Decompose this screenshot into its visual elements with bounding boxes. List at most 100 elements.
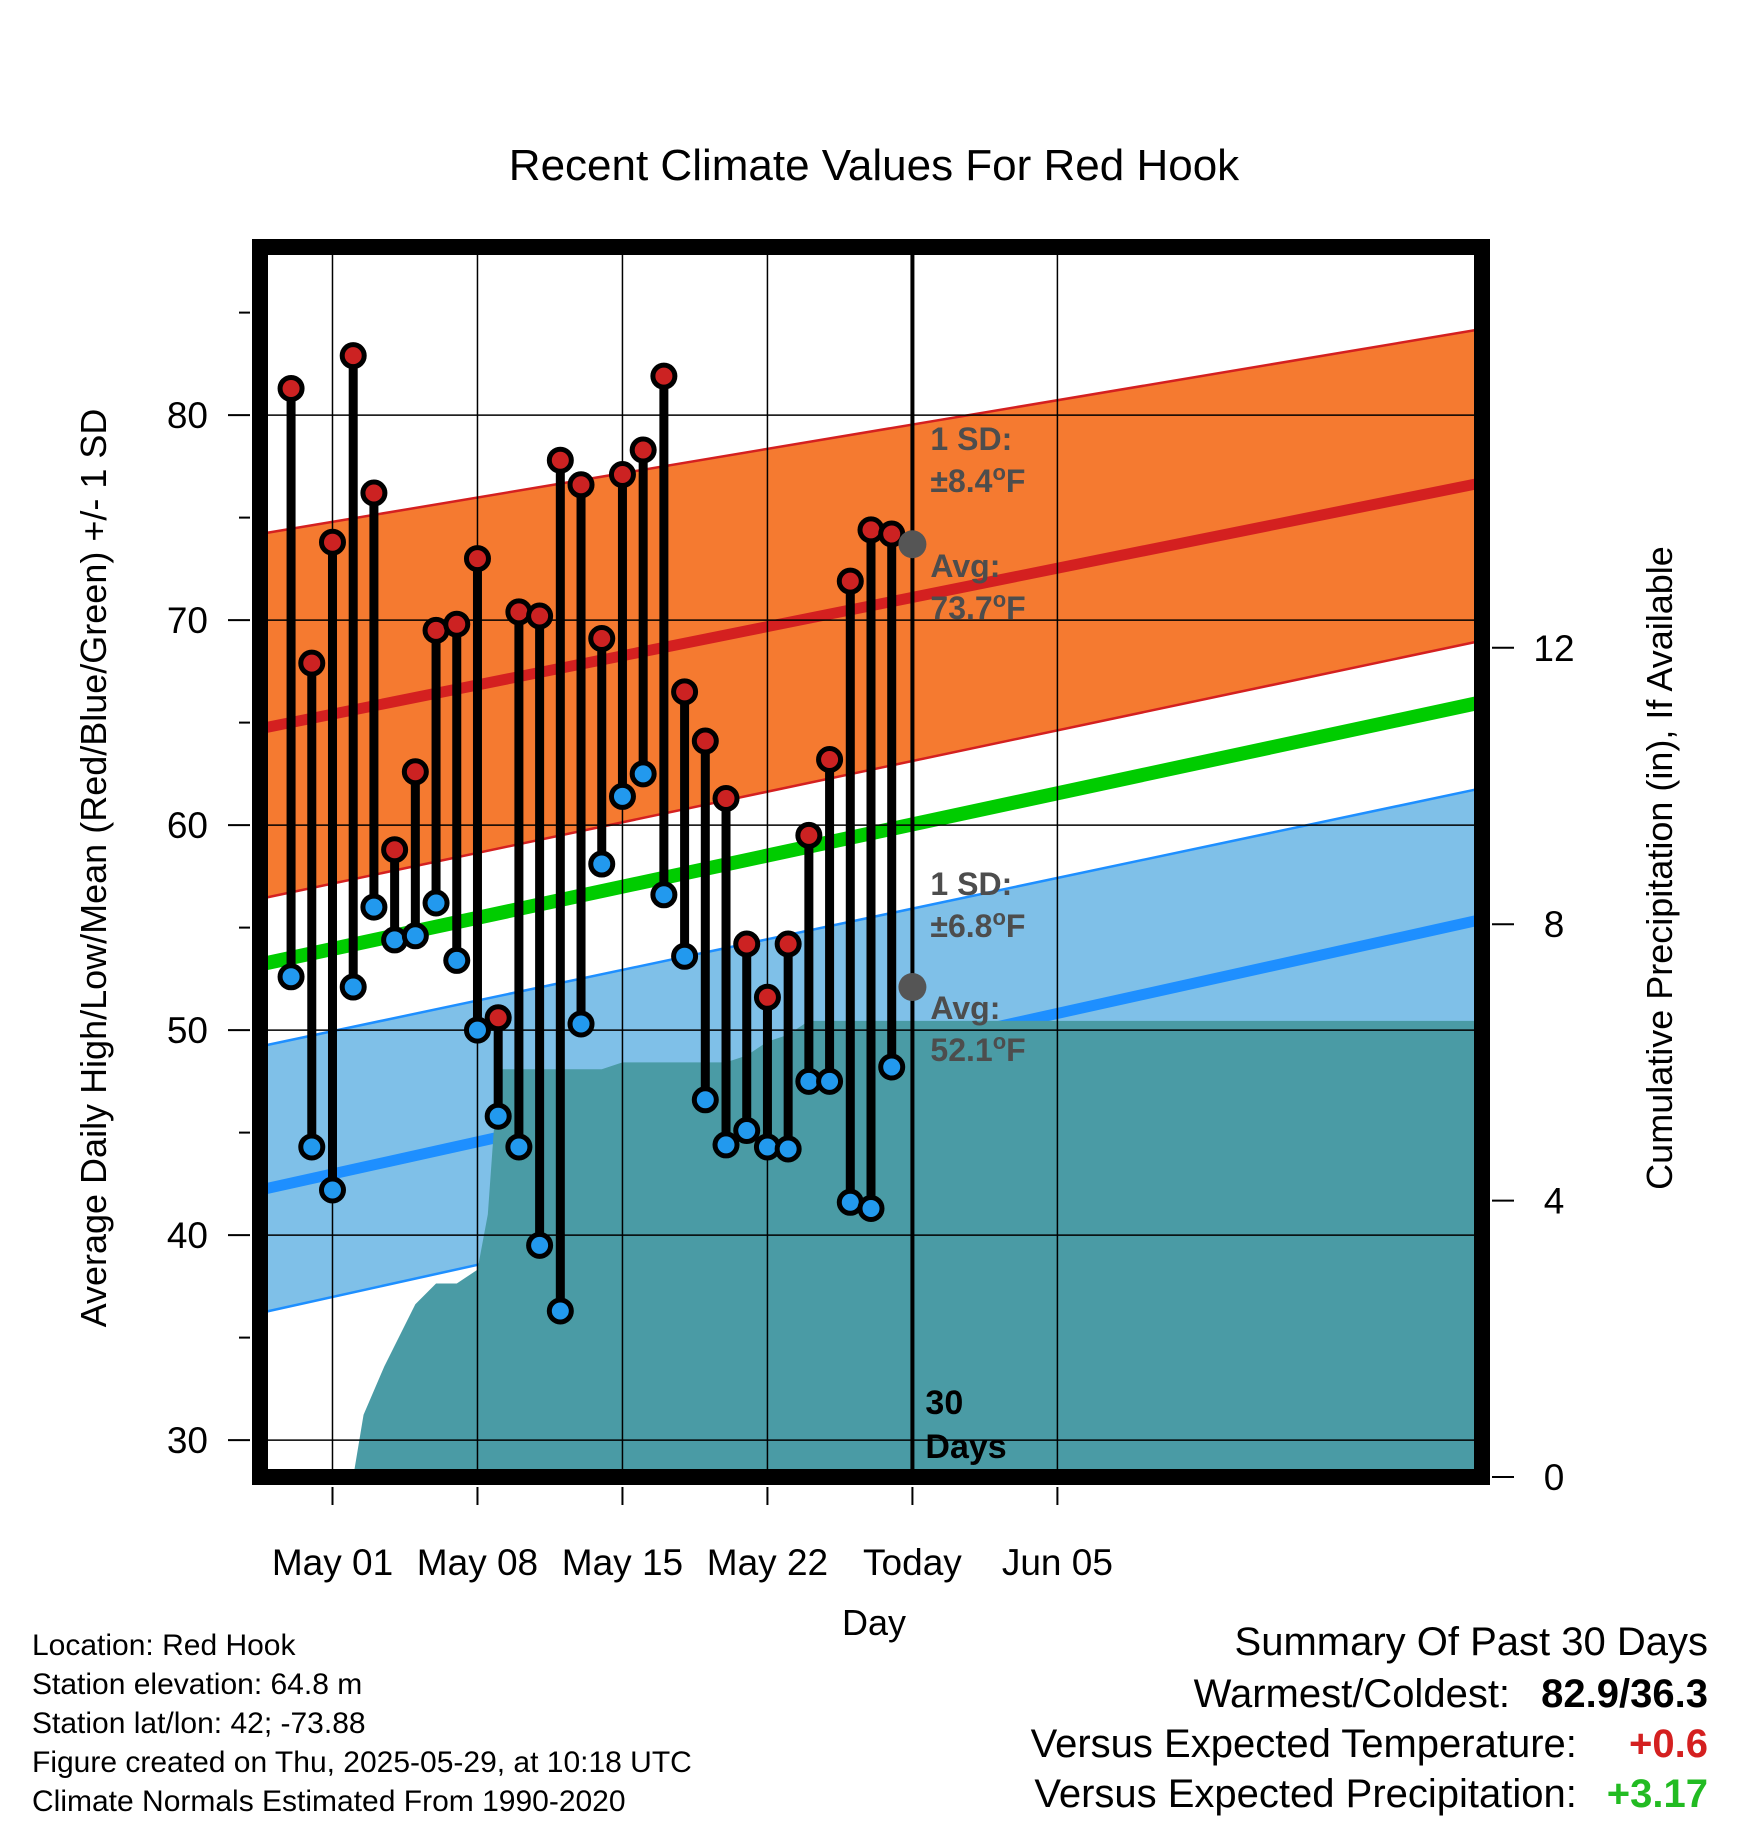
y-tick-label: 50	[167, 1010, 208, 1051]
y2-axis-title: Cumulative Precipitation (in), If Availa…	[1639, 546, 1680, 1190]
created-text: Figure created on Thu, 2025-05-29, at 10…	[32, 1746, 692, 1779]
high-avg-label: Avg:	[930, 548, 1000, 584]
precip-anomaly-row: Versus Expected Precipitation: +3.17	[1034, 1772, 1708, 1817]
daily-low-point	[588, 850, 616, 878]
daily-low-point	[733, 1117, 761, 1145]
daily-low-point	[712, 1131, 740, 1159]
y-axis-title: Average Daily High/Low/Mean (Red/Blue/Gr…	[73, 409, 114, 1328]
daily-high-point	[505, 598, 533, 626]
daily-high-point	[671, 678, 699, 706]
daily-low-point	[671, 942, 699, 970]
daily-low-point	[816, 1067, 844, 1095]
daily-high-point	[878, 520, 906, 548]
daily-high-point	[277, 374, 305, 402]
elevation-text: Station elevation: 64.8 m	[32, 1668, 363, 1701]
daily-high-point	[712, 784, 740, 812]
daily-low-point	[608, 782, 636, 810]
x-tick-label: May 15	[562, 1542, 683, 1583]
daily-low-point	[298, 1133, 326, 1161]
daily-low-point	[401, 922, 429, 950]
x-tick-label: May 08	[417, 1542, 538, 1583]
x-tick-label: Today	[863, 1542, 962, 1583]
daily-high-point	[298, 649, 326, 677]
y-tick-label: 60	[167, 805, 208, 846]
daily-low-point	[567, 1010, 595, 1038]
low-avg-label: Avg:	[930, 990, 1000, 1026]
daily-low-point	[505, 1133, 533, 1161]
today-high-avg-marker	[898, 530, 927, 559]
today-low-avg-marker	[898, 973, 927, 1002]
daily-low-point	[463, 1016, 491, 1044]
daily-low-point	[650, 881, 678, 909]
high-sd-value: ±8.4oF	[930, 460, 1025, 499]
daily-high-point	[733, 930, 761, 958]
daily-low-point	[318, 1176, 346, 1204]
daily-high-point	[381, 836, 409, 864]
y-tick-label: 40	[167, 1215, 208, 1256]
high-avg-value: 73.7oF	[930, 587, 1025, 626]
summary-heading: Summary Of Past 30 Days	[1234, 1620, 1708, 1664]
daily-high-point	[463, 545, 491, 573]
daily-low-point	[857, 1194, 885, 1222]
latlon-text: Station lat/lon: 42; -73.88	[32, 1707, 366, 1740]
daily-low-point	[381, 926, 409, 954]
precip-anomaly-label: Versus Expected Precipitation:	[1034, 1772, 1577, 1816]
daily-high-point	[484, 1004, 512, 1032]
daily-high-point	[401, 758, 429, 786]
x-axis-title: Day	[842, 1602, 906, 1643]
daily-high-point	[836, 567, 864, 595]
y-tick-label: 80	[167, 395, 208, 436]
high-sd-label: 1 SD:	[930, 421, 1012, 457]
warm-cold-label: Warmest/Coldest:	[1193, 1672, 1511, 1716]
low-sd-value: ±6.8oF	[930, 905, 1025, 944]
daily-high-point	[857, 516, 885, 544]
daily-low-point	[878, 1053, 906, 1081]
x-tick-label: Jun 05	[1002, 1542, 1113, 1583]
today-days-label: Days	[925, 1428, 1006, 1466]
daily-high-point	[629, 436, 657, 464]
normals-period-text: Climate Normals Estimated From 1990-2020	[32, 1785, 626, 1818]
warm-cold-value: 82.9/36.3	[1541, 1672, 1708, 1716]
daily-high-point	[608, 461, 636, 489]
daily-high-point	[753, 983, 781, 1011]
daily-high-point	[774, 930, 802, 958]
daily-low-point	[422, 889, 450, 917]
daily-low-point	[546, 1297, 574, 1325]
y-tick-label: 30	[167, 1420, 208, 1461]
daily-low-point	[443, 946, 471, 974]
daily-high-point	[443, 610, 471, 638]
precip-area	[260, 1020, 1482, 1477]
location-text: Location: Red Hook	[32, 1629, 296, 1662]
today-days-count: 30	[925, 1384, 963, 1422]
temp-anomaly-label: Versus Expected Temperature:	[1030, 1722, 1577, 1766]
low-avg-value: 52.1oF	[930, 1029, 1025, 1068]
chart-title: Recent Climate Values For Red Hook	[509, 141, 1240, 190]
y2-tick-label: 12	[1533, 628, 1574, 669]
plot-frame	[252, 239, 1490, 1485]
daily-high-point	[526, 602, 554, 630]
daily-low-point	[774, 1135, 802, 1163]
daily-low-point	[629, 760, 657, 788]
daily-high-point	[816, 746, 844, 773]
daily-high-point	[339, 342, 367, 370]
temp-anomaly-value: +0.6	[1629, 1722, 1708, 1766]
daily-high-point	[546, 446, 574, 474]
temp-anomaly-row: Versus Expected Temperature: +0.6	[1031, 1722, 1708, 1767]
daily-high-point	[691, 727, 719, 755]
x-tick-label: May 22	[707, 1542, 828, 1583]
y-tick-label: 70	[167, 600, 208, 641]
warm-cold-row: Warmest/Coldest: 82.9/36.3	[1194, 1672, 1708, 1717]
daily-high-point	[795, 821, 823, 849]
daily-high-point	[567, 471, 595, 499]
daily-high-point	[650, 362, 678, 390]
y2-tick-label: 0	[1544, 1457, 1565, 1498]
daily-low-point	[691, 1086, 719, 1114]
high-sd-band-upper-edge	[259, 327, 1483, 536]
daily-high-point	[318, 528, 346, 556]
y2-tick-label: 4	[1544, 1181, 1565, 1222]
low-sd-label: 1 SD:	[930, 866, 1012, 902]
daily-low-point	[526, 1231, 554, 1259]
y2-tick-label: 8	[1544, 904, 1565, 945]
